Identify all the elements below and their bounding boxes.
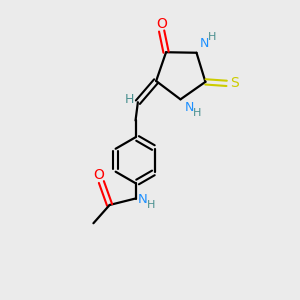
Text: N: N	[200, 38, 209, 50]
Text: N: N	[138, 193, 148, 206]
Text: H: H	[147, 200, 155, 210]
Text: H: H	[125, 93, 134, 106]
Text: S: S	[230, 76, 239, 90]
Text: N: N	[184, 100, 194, 113]
Text: O: O	[156, 17, 167, 31]
Text: O: O	[93, 168, 104, 182]
Text: H: H	[193, 108, 201, 118]
Text: H: H	[208, 32, 216, 42]
